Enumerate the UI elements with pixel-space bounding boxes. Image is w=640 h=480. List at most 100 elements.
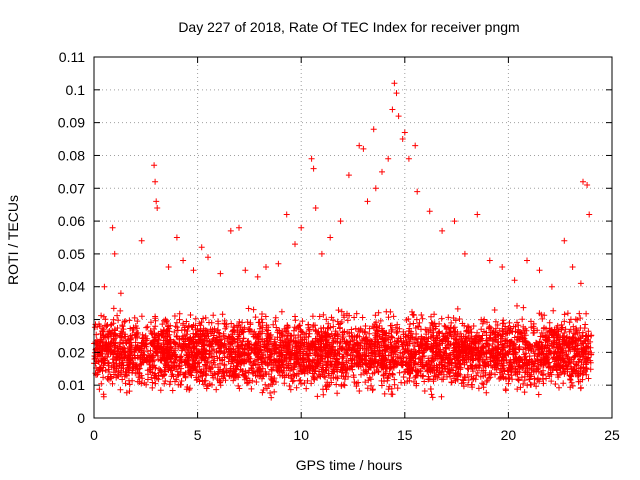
data-point <box>387 364 394 371</box>
data-point <box>161 317 167 324</box>
data-point <box>167 336 174 343</box>
data-point <box>119 323 126 330</box>
data-point <box>202 361 208 368</box>
data-point <box>438 315 445 322</box>
data-point <box>187 371 194 378</box>
data-point <box>138 380 145 387</box>
data-point <box>366 330 373 337</box>
data-point <box>273 366 280 373</box>
data-point <box>357 363 364 370</box>
data-point <box>349 356 356 363</box>
data-point <box>343 343 350 350</box>
data-point <box>483 350 490 357</box>
data-point <box>341 314 348 321</box>
data-point <box>480 356 486 363</box>
y-tick-label: 0.08 <box>58 147 85 163</box>
data-point <box>97 336 104 343</box>
data-point <box>221 335 228 341</box>
data-point <box>113 365 120 372</box>
data-point-peak <box>548 283 555 290</box>
data-point <box>530 320 537 327</box>
data-point <box>168 373 175 380</box>
data-point <box>431 311 438 318</box>
data-point <box>556 371 563 378</box>
data-point <box>125 336 132 343</box>
data-point <box>327 324 334 331</box>
data-point <box>369 387 376 394</box>
data-point <box>421 378 428 385</box>
data-point <box>369 352 376 359</box>
data-point <box>129 377 136 384</box>
data-point <box>296 323 303 329</box>
data-point <box>122 318 129 324</box>
data-point-peak <box>412 142 419 149</box>
data-point <box>116 339 123 346</box>
data-point <box>246 353 253 360</box>
data-point <box>232 372 239 379</box>
data-point <box>270 378 277 384</box>
data-point <box>398 379 405 386</box>
data-point <box>384 375 391 382</box>
data-point <box>514 376 521 383</box>
data-point <box>425 376 432 383</box>
data-point <box>276 346 283 353</box>
data-point <box>408 361 415 368</box>
data-point <box>105 360 112 367</box>
data-point <box>171 329 178 335</box>
data-point <box>328 314 335 321</box>
data-point <box>174 324 181 331</box>
data-point <box>421 353 428 359</box>
data-point-peak <box>393 90 400 97</box>
data-point <box>159 321 166 328</box>
data-point <box>500 317 507 324</box>
data-point <box>221 361 228 368</box>
data-point <box>296 350 303 357</box>
data-point <box>436 351 442 358</box>
data-point <box>230 377 237 384</box>
data-point <box>175 371 182 378</box>
data-point <box>418 312 425 318</box>
data-point <box>122 380 129 387</box>
data-point <box>310 375 317 382</box>
data-point <box>114 333 121 339</box>
data-point <box>561 318 568 325</box>
data-point <box>227 367 233 374</box>
data-point <box>239 371 246 378</box>
data-point <box>347 338 354 345</box>
data-point <box>260 351 267 358</box>
data-point <box>479 380 486 387</box>
data-point <box>382 357 388 364</box>
data-point <box>259 361 265 368</box>
data-point <box>450 315 457 321</box>
data-point <box>375 369 382 375</box>
data-point <box>353 341 360 348</box>
data-point <box>579 371 586 378</box>
data-point <box>520 338 527 345</box>
data-point <box>548 378 555 385</box>
data-point <box>301 370 308 377</box>
data-point <box>120 346 127 352</box>
data-point <box>281 380 288 387</box>
data-point <box>227 339 234 346</box>
data-point <box>372 312 379 319</box>
data-point <box>461 339 468 346</box>
data-point <box>267 349 273 356</box>
data-point <box>287 332 294 339</box>
data-point <box>300 341 307 348</box>
data-point <box>506 360 513 367</box>
data-point <box>379 335 386 342</box>
data-point <box>343 357 350 364</box>
y-tick-label: 0.11 <box>59 49 85 65</box>
data-point <box>368 364 374 371</box>
data-point <box>211 353 217 360</box>
data-point <box>102 316 109 323</box>
data-point <box>186 337 193 344</box>
data-point <box>498 373 505 380</box>
data-point <box>217 360 223 367</box>
data-point <box>444 373 450 380</box>
data-point <box>305 324 312 331</box>
data-point <box>101 355 108 362</box>
data-point <box>581 357 588 364</box>
data-point <box>556 384 562 391</box>
data-point <box>299 356 306 363</box>
